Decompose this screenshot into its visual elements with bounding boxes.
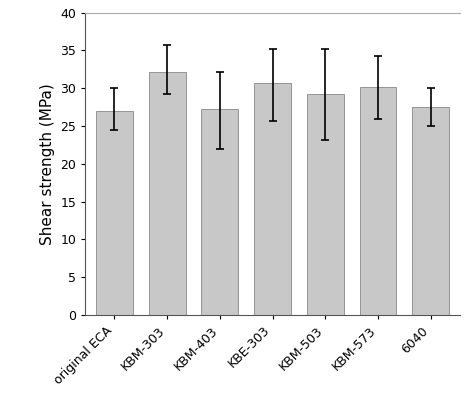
Bar: [254, 83, 291, 315]
Bar: [96, 111, 133, 315]
Bar: [412, 107, 449, 315]
Y-axis label: Shear strength (MPa): Shear strength (MPa): [40, 83, 55, 245]
Bar: [307, 94, 344, 315]
Bar: [201, 109, 238, 315]
Bar: [360, 87, 396, 315]
Bar: [149, 71, 185, 315]
